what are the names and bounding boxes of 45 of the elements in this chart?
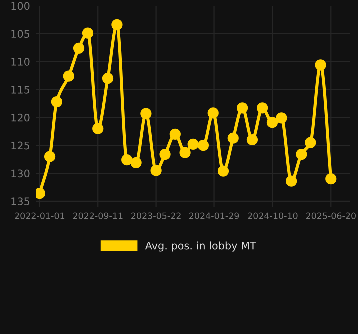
- point: [73, 42, 85, 54]
- point: [296, 148, 308, 160]
- point: [228, 132, 239, 144]
- point: [246, 134, 258, 146]
- y-tick-label: 130: [12, 170, 30, 178]
- point: [276, 112, 288, 124]
- y-tick-label: 115: [12, 86, 30, 94]
- point: [112, 19, 123, 31]
- point: [63, 70, 74, 82]
- legend-label: Avg. pos. in lobby MT: [145, 242, 256, 252]
- point: [92, 123, 104, 134]
- point: [140, 108, 152, 120]
- y-tick-label: 135: [12, 198, 30, 206]
- y-tick-label: 120: [12, 114, 30, 122]
- point: [188, 138, 199, 150]
- point: [51, 96, 62, 108]
- y-tick-label: 110: [12, 58, 30, 66]
- point: [170, 128, 181, 140]
- y-tick-label: 105: [12, 30, 30, 38]
- point: [130, 157, 142, 168]
- x-tick-label: 2025-06-20: [306, 212, 356, 220]
- point: [237, 102, 248, 114]
- y-tick-label: 100: [12, 2, 30, 10]
- point: [122, 154, 133, 166]
- x-tick-label: 2024-10-10: [248, 212, 298, 220]
- point: [305, 137, 316, 148]
- point: [160, 148, 171, 160]
- point: [198, 140, 210, 152]
- point: [315, 60, 326, 71]
- x-tick-label: 2022-09-11: [73, 212, 123, 220]
- point: [208, 108, 219, 119]
- x-tick-label: 2023-05-22: [132, 212, 181, 220]
- x-tick-label: 2022-01-01: [15, 212, 65, 220]
- point: [102, 73, 114, 84]
- point: [82, 28, 94, 39]
- point: [326, 174, 337, 185]
- x-tick-label: 2024-01-29: [189, 212, 240, 220]
- point: [180, 147, 191, 158]
- point: [150, 165, 162, 176]
- point: [44, 151, 56, 162]
- point: [286, 176, 298, 187]
- point: [257, 102, 268, 114]
- point: [218, 166, 230, 177]
- point: [266, 117, 278, 128]
- y-tick-label: 125: [12, 142, 30, 150]
